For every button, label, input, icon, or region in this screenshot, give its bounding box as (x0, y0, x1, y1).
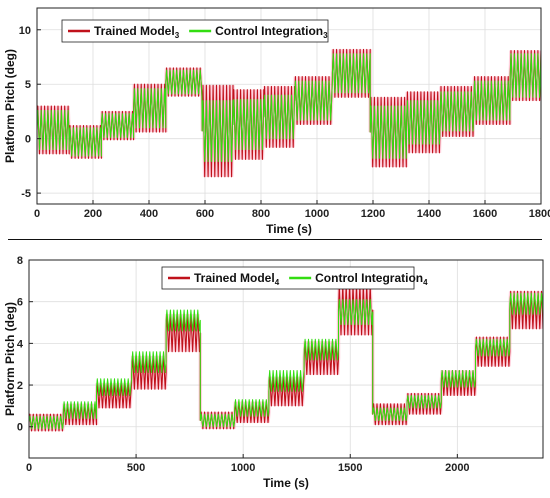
legend: Trained Model4 Control Integration4 (161, 266, 428, 290)
x-tick-label: 0 (34, 208, 40, 220)
x-tick-label: 1200 (361, 208, 385, 220)
plot-area (29, 260, 543, 458)
y-tick-label: 0 (25, 134, 31, 146)
x-tick-label: 500 (127, 462, 145, 474)
x-tick-label: 400 (140, 208, 158, 220)
chart-panel-1: 020040060080010001200140016001800-50510T… (3, 7, 550, 236)
legend-box (161, 266, 415, 290)
x-axis-label: Time (s) (266, 222, 312, 236)
x-tick-label: 1400 (417, 208, 441, 220)
axes-frame (28, 259, 544, 459)
x-tick-label: 1000 (305, 208, 329, 220)
chart-divider (8, 239, 542, 240)
y-tick-label: -5 (21, 188, 31, 200)
y-tick-label: 6 (17, 297, 23, 309)
x-tick-label: 0 (26, 462, 32, 474)
legend-entry-label: Trained Model3 (94, 24, 180, 40)
y-axis-label: Platform Pitch (deg) (3, 49, 17, 163)
y-tick-label: 5 (25, 79, 31, 91)
y-tick-label: 4 (17, 338, 24, 350)
x-tick-label: 600 (196, 208, 214, 220)
series-group (37, 48, 541, 178)
x-tick-label: 2000 (445, 462, 469, 474)
x-tick-label: 1800 (529, 208, 550, 220)
series-line-trained-model (29, 284, 543, 432)
x-tick-label: 200 (84, 208, 102, 220)
y-axis-label: Platform Pitch (deg) (3, 302, 17, 416)
series-line-control-integration (37, 53, 541, 162)
series-line-control-integration (29, 292, 543, 430)
x-tick-label: 1500 (338, 462, 362, 474)
y-tick-label: 0 (17, 422, 23, 434)
y-tick-label: 10 (19, 25, 31, 37)
legend-entry-label: Control Integration3 (215, 24, 328, 40)
series-group (29, 284, 543, 432)
x-tick-label: 1000 (231, 462, 255, 474)
x-axis-label: Time (s) (263, 476, 309, 490)
legend: Trained Model3 Control Integration3 (61, 19, 329, 43)
legend-entry-label: Control Integration4 (315, 271, 428, 287)
x-tick-label: 1600 (473, 208, 497, 220)
y-tick-label: 2 (17, 380, 23, 392)
x-tick-label: 800 (252, 208, 270, 220)
axes-frame (36, 7, 542, 205)
chart-panel-2: 0 500 1000 1500 2000 0 2 4 6 8 Time (s) Platform Pi… (3, 255, 544, 490)
y-tick-label: 8 (17, 255, 23, 267)
legend-entry-label: Trained Model4 (194, 271, 280, 287)
